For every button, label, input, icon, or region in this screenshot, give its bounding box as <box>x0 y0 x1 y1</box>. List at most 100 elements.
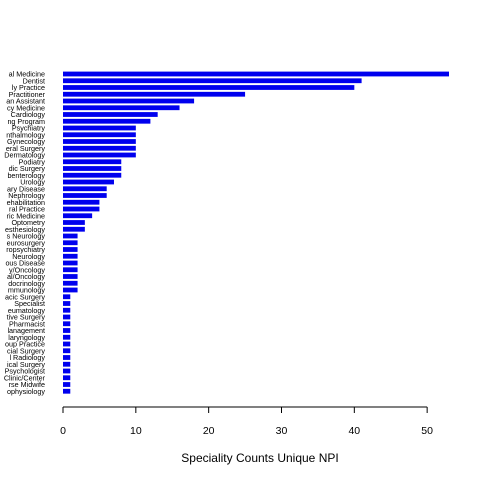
category-label: eumatology <box>8 306 46 315</box>
x-tick-label: 30 <box>276 425 288 437</box>
bar <box>63 206 100 212</box>
bar <box>63 294 71 300</box>
bar <box>63 247 78 252</box>
bar <box>63 301 71 306</box>
bar <box>63 91 246 97</box>
category-label: tive Surgery <box>7 313 46 322</box>
bar <box>63 368 71 374</box>
bar <box>63 240 78 246</box>
category-label: an Assistant <box>6 97 45 106</box>
x-tick-label: 0 <box>60 425 66 437</box>
bar <box>63 112 158 117</box>
bar <box>63 253 78 259</box>
category-label: l Radiology <box>9 353 45 362</box>
x-axis-title: Speciality Counts Unique NPI <box>181 451 338 465</box>
category-label: ropsychiatry <box>6 245 45 254</box>
x-tick-label: 40 <box>348 425 360 437</box>
bar <box>63 105 180 111</box>
category-label: rse Midwife <box>9 380 45 389</box>
category-label: Dentist <box>23 76 45 85</box>
bar <box>63 71 449 77</box>
category-label: Optometry <box>11 218 45 227</box>
category-label: ary Disease <box>7 184 45 193</box>
category-label: docrinology <box>8 279 45 288</box>
bar <box>63 348 71 354</box>
category-label: laryngology <box>8 333 45 342</box>
bar <box>63 85 355 90</box>
category-label: Psychiatry <box>12 124 46 133</box>
bar <box>63 388 71 394</box>
category-label: ophysiology <box>7 387 45 396</box>
category-label: Nephrology <box>8 191 45 200</box>
bar <box>63 226 85 232</box>
category-label: benterology <box>7 171 45 180</box>
category-label: ng Program <box>7 117 45 126</box>
bar <box>63 118 151 124</box>
category-label: Cardiology <box>11 110 46 119</box>
category-label: ly Practice <box>12 83 45 92</box>
bar <box>63 355 71 360</box>
bar <box>63 382 71 387</box>
category-label: Clinic/Center <box>4 373 46 382</box>
category-label: ral Practice <box>9 205 45 214</box>
bar <box>63 78 362 84</box>
bar <box>63 334 71 340</box>
bar <box>63 179 114 185</box>
category-label: ric Medicine <box>7 211 45 220</box>
bar <box>63 172 122 178</box>
bar <box>63 361 71 367</box>
category-label: ehabilitation <box>7 198 45 207</box>
category-label: mmunology <box>8 286 46 295</box>
category-label: nthalmology <box>6 130 45 139</box>
category-label: acic Surgery <box>5 292 45 301</box>
bar <box>63 139 136 144</box>
category-label: ical Surgery <box>7 360 45 369</box>
bar <box>63 314 71 320</box>
category-label: Psychologist <box>5 367 45 376</box>
bar <box>63 132 136 138</box>
bar <box>63 267 78 273</box>
bar <box>63 186 107 192</box>
category-label: Pharmacist <box>9 319 45 328</box>
bar <box>63 193 107 198</box>
bar <box>63 199 100 205</box>
x-tick-label: 20 <box>203 425 215 437</box>
category-label: cy Medicine <box>7 103 45 112</box>
category-label: Urology <box>20 178 45 187</box>
bar <box>63 307 71 313</box>
category-label: eral Surgery <box>6 144 46 153</box>
bar <box>63 341 71 347</box>
category-label: dic Surgery <box>9 164 46 173</box>
category-label: eurosurgery <box>7 238 46 247</box>
category-label: Practitioner <box>9 90 46 99</box>
category-label: s Neurology <box>7 232 46 241</box>
bar <box>63 213 93 219</box>
x-tick-label: 50 <box>421 425 433 437</box>
category-label: esthesiology <box>5 225 45 234</box>
bar <box>63 166 122 171</box>
bar <box>63 321 71 327</box>
bar <box>63 328 71 333</box>
category-label: ous Disease <box>5 259 45 268</box>
bar <box>63 125 136 131</box>
bar <box>63 375 71 381</box>
x-tick-label: 10 <box>130 425 142 437</box>
bar <box>63 280 78 286</box>
category-label: Neurology <box>12 252 45 261</box>
category-label: Specialist <box>14 299 45 308</box>
bar <box>63 274 78 279</box>
category-label: Dermatology <box>4 151 45 160</box>
bar <box>63 260 78 266</box>
bar <box>63 98 195 104</box>
bar <box>63 145 136 151</box>
category-label: al Medicine <box>9 70 45 79</box>
category-label: y/Oncology <box>9 265 45 274</box>
category-label: Podiatry <box>19 157 46 166</box>
category-label: Gynecology <box>7 137 45 146</box>
bar <box>63 220 85 225</box>
x-axis-ticks: 0 10 20 30 40 50 <box>60 407 433 437</box>
category-label: lanagement <box>7 326 45 335</box>
category-label: al/Oncology <box>7 272 45 281</box>
